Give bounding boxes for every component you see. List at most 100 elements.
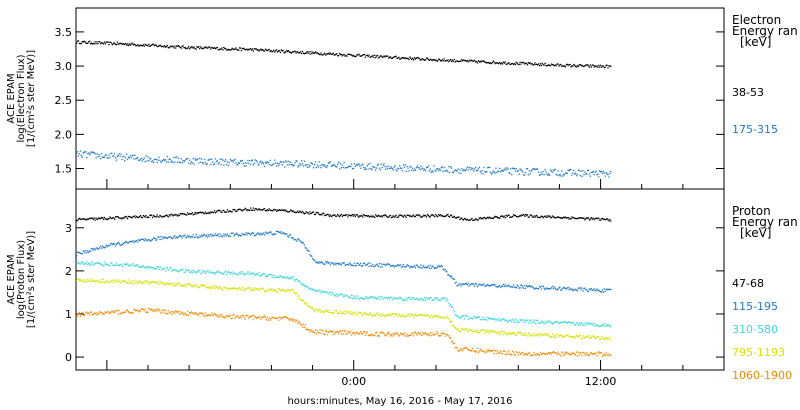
data-point <box>201 269 204 272</box>
data-point <box>85 249 87 252</box>
data-point <box>416 298 418 300</box>
data-point <box>541 62 543 65</box>
data-point <box>403 316 406 318</box>
data-point <box>444 335 446 337</box>
data-point <box>347 330 349 333</box>
data-point <box>173 47 175 49</box>
data-point <box>387 263 389 265</box>
data-point <box>245 165 247 167</box>
data-point <box>490 173 493 175</box>
data-point <box>278 231 281 234</box>
data-point <box>98 153 100 156</box>
data-point <box>456 170 458 172</box>
data-point <box>420 165 422 168</box>
data-point <box>329 52 331 54</box>
data-point <box>607 323 609 326</box>
data-point <box>606 353 608 356</box>
data-point <box>500 320 503 322</box>
data-point <box>139 159 142 161</box>
data-point <box>132 263 134 265</box>
data-point <box>283 232 285 234</box>
data-point <box>256 317 258 319</box>
data-point <box>177 236 180 238</box>
data-point <box>286 210 288 213</box>
data-point <box>437 334 440 337</box>
data-point <box>163 312 166 314</box>
data-point <box>184 46 186 49</box>
data-point <box>605 337 607 339</box>
data-point <box>137 281 139 283</box>
data-point <box>468 328 470 330</box>
data-point <box>305 328 307 330</box>
data-point <box>237 49 239 51</box>
data-point <box>369 162 371 165</box>
data-point <box>471 318 473 320</box>
data-point <box>355 332 357 334</box>
data-point <box>129 240 131 243</box>
data-point <box>94 219 96 221</box>
data-point <box>316 52 318 54</box>
data-point <box>102 218 105 220</box>
data-point <box>166 283 169 285</box>
data-point <box>300 211 303 214</box>
data-point <box>143 240 145 242</box>
data-point <box>93 264 95 266</box>
data-point <box>80 42 82 45</box>
data-point <box>237 209 239 211</box>
data-point <box>500 215 503 217</box>
data-point <box>336 309 338 312</box>
data-point <box>433 299 435 302</box>
data-point <box>498 333 500 335</box>
data-point <box>462 60 464 62</box>
data-point <box>200 46 202 48</box>
data-point <box>526 319 529 321</box>
data-point <box>492 170 494 172</box>
data-point <box>278 209 281 211</box>
data-point <box>334 54 336 56</box>
data-point <box>85 42 87 44</box>
data-point <box>544 333 546 335</box>
data-point <box>335 215 337 218</box>
data-point <box>561 321 563 323</box>
data-point <box>460 330 462 333</box>
data-point <box>241 233 244 235</box>
data-point <box>352 215 355 217</box>
data-point <box>415 214 418 216</box>
data-point <box>329 291 331 294</box>
data-point <box>175 156 178 158</box>
data-point <box>447 274 449 276</box>
data-point <box>126 263 129 265</box>
data-point <box>201 284 204 287</box>
data-point <box>565 288 568 290</box>
data-point <box>320 213 322 215</box>
data-point <box>261 287 263 289</box>
data-point <box>359 297 361 300</box>
data-point <box>554 336 556 339</box>
data-point <box>417 332 419 334</box>
data-point <box>461 167 463 170</box>
data-point <box>470 59 472 61</box>
data-point <box>428 59 430 62</box>
data-point <box>552 216 555 218</box>
data-point <box>138 159 140 161</box>
data-point <box>154 44 156 46</box>
data-point <box>314 311 317 313</box>
data-point <box>532 216 534 218</box>
data-point <box>388 333 391 335</box>
electron-panel: 1.52.02.53.03.5 ACE EPAM log(Electron Flu… <box>6 7 798 190</box>
data-point <box>123 311 125 314</box>
data-point <box>497 331 499 333</box>
data-point <box>270 274 272 276</box>
data-point <box>144 308 146 310</box>
data-point <box>150 308 153 311</box>
data-point <box>212 314 214 316</box>
data-point <box>333 163 335 166</box>
data-point <box>142 238 144 241</box>
data-point <box>337 55 340 57</box>
data-point <box>223 273 225 275</box>
data-point <box>186 47 188 50</box>
data-point <box>387 332 389 334</box>
data-point <box>584 353 586 355</box>
data-point <box>437 332 439 335</box>
data-point <box>185 158 187 160</box>
